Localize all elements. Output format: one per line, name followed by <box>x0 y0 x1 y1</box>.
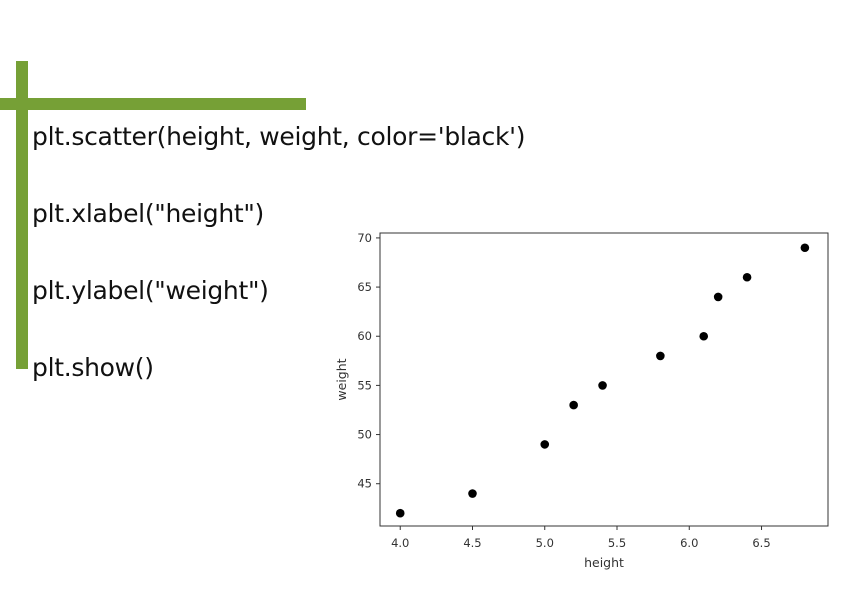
scatter-point <box>569 400 578 410</box>
code-line-ylabel: plt.ylabel("weight") <box>32 276 269 305</box>
x-tick-label: 5.5 <box>608 536 626 550</box>
scatter-point <box>468 489 477 498</box>
x-tick-label: 5.0 <box>536 536 554 550</box>
scatter-point <box>395 508 405 518</box>
y-tick-label: 45 <box>357 477 372 491</box>
x-tick-label: 6.5 <box>752 536 770 550</box>
scatter-point <box>656 351 665 361</box>
scatter-point <box>598 381 607 390</box>
scatter-point <box>699 331 709 341</box>
y-tick-label: 65 <box>357 280 372 294</box>
code-line-scatter: plt.scatter(height, weight, color='black… <box>32 122 526 151</box>
code-line-show: plt.show() <box>32 353 154 382</box>
scatter-point <box>540 440 550 449</box>
code-line-xlabel: plt.xlabel("height") <box>32 199 265 228</box>
plot-frame <box>379 232 829 527</box>
y-tick-label: 50 <box>357 428 372 442</box>
x-tick-label: 6.0 <box>680 536 698 550</box>
y-tick-label: 55 <box>357 378 372 392</box>
scatter-point <box>800 243 810 253</box>
scatter-point <box>742 272 752 282</box>
y-tick-label: 70 <box>357 231 372 245</box>
y-axis-label: weight <box>334 358 349 400</box>
accent-bar-horizontal <box>0 98 306 110</box>
scatter-point <box>713 292 723 302</box>
y-tick-label: 60 <box>357 329 372 343</box>
x-tick-label: 4.0 <box>391 536 409 550</box>
accent-bar-vertical <box>16 61 28 369</box>
x-tick-label: 4.5 <box>463 536 481 550</box>
x-axis-label: height <box>584 555 624 570</box>
